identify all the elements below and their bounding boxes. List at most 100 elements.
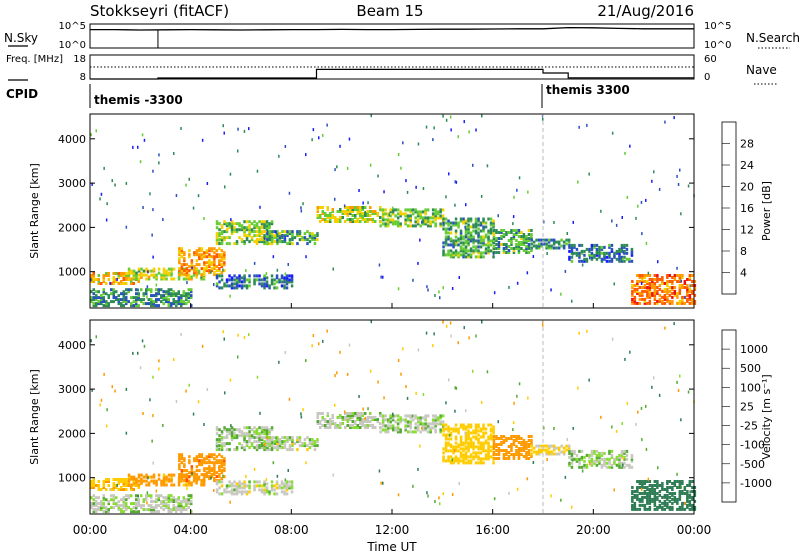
velocity-echo-cell: [369, 412, 372, 415]
velocity-echo-cell: [165, 506, 168, 510]
power-echo-cell: [293, 236, 297, 240]
velocity-echo-cell: [661, 484, 664, 487]
power-echo-cell: [500, 237, 503, 240]
power-echo-cell: [397, 153, 400, 156]
power-echo-cell: [573, 251, 576, 255]
power-echo-cell: [643, 299, 647, 303]
velocity-echo-cell: [663, 503, 667, 507]
velocity-echo-cell: [230, 428, 234, 432]
power-echo-cell: [291, 242, 294, 246]
velocity-echo-cell: [593, 451, 596, 455]
velocity-echo-cell: [693, 507, 697, 511]
power-echo-cell: [281, 236, 284, 240]
velocity-echo-cell: [145, 483, 148, 487]
power-echo-cell: [152, 302, 155, 306]
power-echo-cell: [459, 231, 463, 235]
velocity-echo-cell: [416, 426, 420, 430]
velocity-echo-cell: [643, 490, 647, 493]
power-echo-cell: [608, 251, 611, 255]
velocity-echo-cell: [681, 492, 684, 495]
velocity-echo-cell: [515, 445, 518, 448]
power-echo-cell: [220, 278, 224, 282]
power-echo-cell: [527, 251, 531, 254]
velocity-echo-cell: [575, 457, 579, 461]
velocity-echo-cell: [469, 453, 473, 457]
power-echo-cell: [135, 296, 138, 300]
power-echo-cell: [442, 253, 445, 257]
power-echo-cell: [112, 282, 115, 285]
velocity-echo-cell: [205, 471, 209, 475]
velocity-echo-cell: [341, 416, 344, 419]
power-echo-cell: [145, 288, 148, 292]
power-echo-cell: [520, 247, 523, 250]
power-echo-cell: [462, 255, 465, 259]
velocity-echo-cell: [185, 477, 189, 481]
power-echo-cell: [208, 269, 211, 273]
velocity-echo-cell: [319, 426, 322, 429]
power-echo-cell: [681, 286, 684, 289]
velocity-echo-cell: [653, 501, 657, 505]
power-echo-cell: [464, 245, 468, 249]
power-echo-cell: [283, 286, 286, 290]
power-echo-cell: [356, 206, 359, 209]
power-echo-cell: [313, 236, 317, 240]
power-echo-cell: [142, 302, 145, 306]
velocity-echo-cell: [213, 453, 216, 457]
velocity-echo-cell: [618, 457, 621, 461]
velocity-echo-cell: [489, 437, 493, 441]
velocity-echo-cell: [424, 414, 427, 418]
power-echo-cell: [643, 297, 647, 301]
power-echo-cell: [663, 295, 667, 299]
power-echo-cell: [127, 300, 130, 304]
power-echo-cell: [532, 255, 535, 258]
power-echo-cell: [661, 295, 664, 299]
velocity-echo-cell: [651, 484, 654, 487]
velocity-echo-cell: [280, 486, 284, 490]
velocity-echo-cell: [248, 490, 251, 494]
velocity-echo-cell: [100, 504, 103, 508]
velocity-echo-cell: [238, 428, 241, 432]
velocity-echo-cell: [631, 503, 634, 507]
power-echo-cell: [678, 301, 682, 305]
power-echo-cell: [278, 238, 282, 242]
velocity-echo-cell: [195, 477, 199, 481]
power-echo-cell: [260, 224, 264, 228]
velocity-echo-cell: [265, 434, 269, 438]
velocity-echo-cell: [120, 504, 123, 508]
velocity-echo-cell: [641, 495, 644, 499]
power-echo-cell: [266, 238, 269, 242]
power-echo-cell: [643, 280, 647, 283]
velocity-echo-cell: [517, 447, 521, 450]
velocity-echo-cell: [467, 461, 470, 465]
power-echo-cell: [686, 287, 689, 291]
power-echo-cell: [122, 292, 125, 296]
power-echo-cell: [462, 253, 465, 257]
power-echo-cell: [117, 300, 120, 304]
power-echo-cell: [631, 297, 634, 301]
velocity-echo-cell: [482, 457, 485, 461]
power-echo-cell: [686, 291, 689, 295]
power-echo-cell: [215, 276, 219, 280]
velocity-echo-cell: [185, 389, 187, 393]
power-echo-cell: [656, 278, 659, 281]
velocity-echo-cell: [459, 455, 463, 459]
power-echo-cell: [263, 234, 266, 238]
power-echo-cell: [605, 255, 609, 259]
power-echo-cell: [210, 263, 214, 267]
velocity-echo-cell: [167, 508, 170, 512]
velocity-echo-cell: [356, 424, 359, 427]
velocity-echo-cell: [215, 471, 219, 475]
velocity-echo-cell: [487, 443, 490, 447]
power-echo-cell: [198, 247, 201, 251]
power-echo-cell: [381, 222, 385, 226]
velocity-echo-cell: [500, 437, 503, 440]
velocity-echo-cell: [155, 506, 158, 510]
velocity-echo-cell: [688, 480, 692, 483]
power-echo-cell: [636, 289, 639, 293]
velocity-echo-cell: [636, 497, 639, 501]
velocity-echo-cell: [457, 427, 460, 431]
velocity-echo-cell: [381, 418, 385, 422]
velocity-echo-cell: [270, 442, 274, 446]
velocity-echo-cell: [424, 416, 427, 420]
velocity-echo-cell: [522, 455, 526, 458]
